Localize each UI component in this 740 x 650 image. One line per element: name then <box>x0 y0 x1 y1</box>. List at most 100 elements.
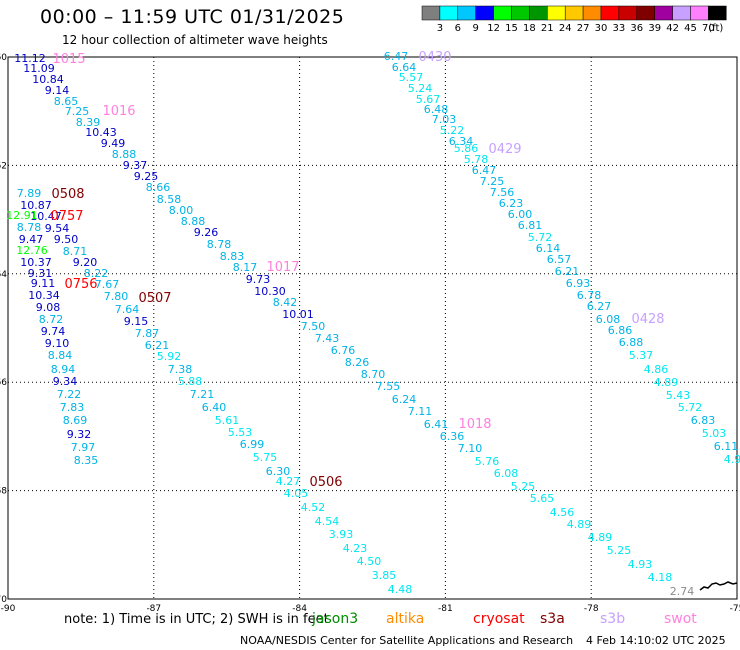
wave-height-value: 6.24 <box>392 393 417 406</box>
lat-tick-label: -60 <box>0 53 7 63</box>
wave-height-value: 6.14 <box>536 242 561 255</box>
lon-tick-label: -87 <box>146 604 161 612</box>
wave-height-value: 9.31 <box>28 267 53 280</box>
wave-height-value: 3.93 <box>329 528 354 541</box>
wave-height-value: 10.01 <box>282 308 314 321</box>
wave-height-value: 8.84 <box>48 349 73 362</box>
legend-tick-label: 6 <box>455 23 461 34</box>
wave-height-value: 8.70 <box>361 368 386 381</box>
wave-height-value: 5.92 <box>157 350 182 363</box>
legend-tick-label: 12 <box>487 23 500 34</box>
wave-height-value: 9.14 <box>45 84 70 97</box>
wave-height-value: 4.27 <box>276 475 301 488</box>
legend-tick-label: 42 <box>666 23 679 34</box>
wave-height-value: 7.64 <box>115 303 140 316</box>
wave-height-value: 8.88 <box>181 215 206 228</box>
wave-height-value: 5.03 <box>702 427 727 440</box>
wave-height-value: 6.64 <box>392 61 417 74</box>
wave-height-value: 6.27 <box>587 300 612 313</box>
wave-height-value: 4.05 <box>284 487 309 500</box>
wave-height-value: 10.34 <box>28 289 60 302</box>
lon-tick-label: -84 <box>292 604 307 612</box>
legend-tick-label: 45 <box>684 23 697 34</box>
wave-height-value: 10.43 <box>85 126 117 139</box>
wave-height-value: 9.34 <box>53 375 78 388</box>
wave-height-value: 4.50 <box>357 555 382 568</box>
wave-height-value: 8.72 <box>39 313 64 326</box>
wave-height-value: 7.97 <box>71 441 96 454</box>
wave-height-value: 10.87 <box>20 199 52 212</box>
wave-height-value: 5.25 <box>511 480 536 493</box>
wave-height-value: 5.88 <box>178 375 203 388</box>
wave-height-value: 7.67 <box>95 278 120 291</box>
wave-height-value: 7.11 <box>408 405 433 418</box>
generated-timestamp: 4 Feb 14:10:02 UTC 2025 <box>586 634 726 647</box>
wave-height-value: 10.84 <box>32 73 64 86</box>
wave-height-value: 6.99 <box>240 438 265 451</box>
lat-tick-label: -64 <box>0 270 7 280</box>
wave-height-value: 6.48 <box>424 103 449 116</box>
wave-height-value: 6.93 <box>566 277 591 290</box>
units-note: note: 1) Time is in UTC; 2) SWH is in fe… <box>64 612 329 627</box>
wave-height-value: 4.18 <box>648 571 673 584</box>
pass-time-label: 0757 <box>50 209 83 224</box>
wave-height-value: 4.52 <box>301 501 326 514</box>
wave-height-value: 4.94 <box>724 453 740 466</box>
wave-height-value: 6.88 <box>619 336 644 349</box>
wave-height-value: 6.41 <box>424 418 449 431</box>
pass-time-label: 0507 <box>138 291 171 306</box>
wave-height-value: 6.08 <box>596 313 621 326</box>
wave-height-value: 8.17 <box>233 261 258 274</box>
wave-height-value: 6.57 <box>547 253 572 266</box>
wave-height-value: 5.86 <box>454 142 479 155</box>
mission-label-altika: altika <box>386 611 425 627</box>
lat-tick-label: -68 <box>0 487 7 497</box>
wave-height-value: 8.00 <box>169 204 194 217</box>
page-subtitle: 12 hour collection of altimeter wave hei… <box>62 33 328 47</box>
wave-height-value: 9.49 <box>101 137 126 150</box>
wave-height-value: 7.87 <box>135 327 160 340</box>
wave-height-value: 5.37 <box>629 349 654 362</box>
wave-height-value: 5.65 <box>530 492 555 505</box>
mission-label-cryosat: cryosat <box>473 611 525 627</box>
wave-height-value: 6.47 <box>384 50 409 63</box>
page-title: 00:00 – 11:59 UTC 01/31/2025 <box>40 6 345 28</box>
legend-tick-label: 33 <box>613 23 626 34</box>
wave-height-value: 8.88 <box>112 148 137 161</box>
wave-height-value: 9.54 <box>45 222 70 235</box>
lat-tick-label: -66 <box>0 378 7 388</box>
legend-tick-label: 24 <box>559 23 572 34</box>
wave-height-value: 8.78 <box>17 221 42 234</box>
wave-height-value: 7.25 <box>65 105 90 118</box>
wave-height-value: 7.25 <box>480 175 505 188</box>
wave-height-value: 4.23 <box>343 542 368 555</box>
wave-height-value: 11.09 <box>23 62 55 75</box>
legend-tick-label: 9 <box>473 23 479 34</box>
pass-time-label: 0508 <box>51 187 84 202</box>
wave-height-value: 6.78 <box>577 289 602 302</box>
lon-tick-label: -81 <box>438 604 453 612</box>
pass-time-label: 1017 <box>266 260 299 275</box>
wave-height-value: 6.76 <box>331 344 356 357</box>
wave-height-value: 9.25 <box>134 170 159 183</box>
mission-label-jason3: jason3 <box>312 611 359 627</box>
wave-height-value: 12.91 <box>6 209 38 222</box>
map-frame <box>7 56 738 600</box>
legend-tick-label: 39 <box>648 23 661 34</box>
wave-height-value: 7.50 <box>301 320 326 333</box>
wave-height-value: 8.83 <box>220 250 245 263</box>
wave-height-value: 8.69 <box>63 414 88 427</box>
lat-tick-label: -70 <box>0 595 7 605</box>
legend-tick-label: 30 <box>595 23 608 34</box>
wave-height-value: 6.23 <box>499 197 524 210</box>
wave-height-value: 5.72 <box>678 401 703 414</box>
wave-height-value: 4.56 <box>550 506 575 519</box>
wave-height-value: 4.89 <box>588 531 613 544</box>
pass-time-label: 0756 <box>64 277 97 292</box>
satellite-pass: 7.8910.8710.479.549.508.719.208.227.677.… <box>17 187 413 596</box>
pass-time-label: 0506 <box>309 475 342 490</box>
wave-height-value: 7.43 <box>315 332 340 345</box>
wave-height-value: 4.48 <box>388 583 413 596</box>
mission-label-swot: swot <box>664 611 697 627</box>
wave-height-value: 5.43 <box>666 389 691 402</box>
